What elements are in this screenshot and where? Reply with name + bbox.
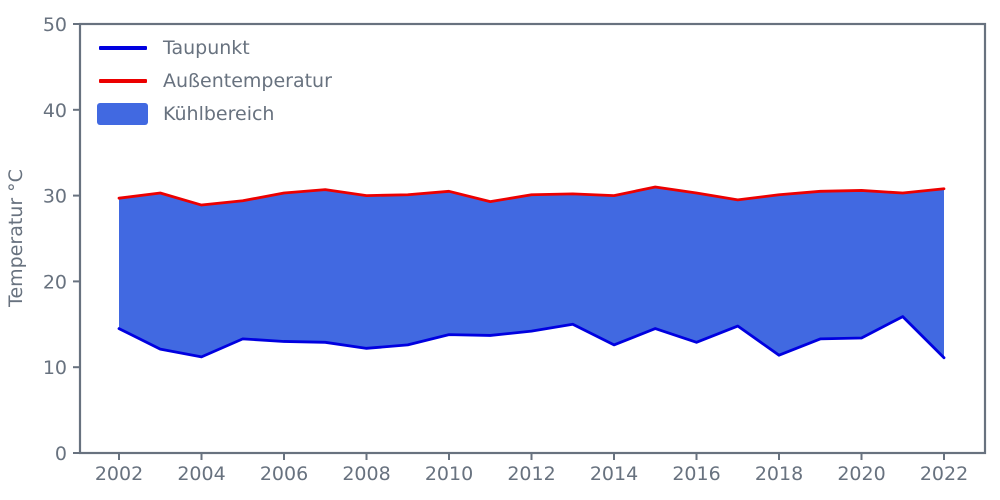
taupunkt-line	[117, 315, 946, 360]
außentemperatur-line	[117, 185, 946, 207]
legend: Taupunkt Außentemperatur Kühlbereich	[97, 36, 332, 135]
x-tick-label: 2012	[507, 463, 555, 485]
x-tick-label: 2010	[425, 463, 473, 485]
cooling-area-layer	[119, 187, 944, 358]
x-tick-label: 2004	[177, 463, 225, 485]
legend-item-aussentemperatur: Außentemperatur	[97, 69, 332, 92]
legend-label: Taupunkt	[163, 36, 250, 59]
kuehlbereich-patch-swatch-icon	[97, 102, 148, 125]
x-tick-label: 2018	[755, 463, 803, 485]
y-tick-label: 40	[43, 100, 67, 122]
y-tick-label: 0	[55, 443, 67, 465]
y-axis-title: Temperatur °C	[5, 169, 27, 308]
legend-item-taupunkt: Taupunkt	[97, 36, 332, 59]
y-tick-label: 10	[43, 357, 67, 379]
x-tick-label: 2014	[590, 463, 638, 485]
x-tick-label: 2008	[342, 463, 390, 485]
x-tick-label: 2022	[920, 463, 968, 485]
plot-border	[78, 22, 987, 455]
axis-tick-labels-layer: 2002 2004 2006 2008 2010 2012 2014 2016 2018 2020…	[43, 14, 968, 485]
x-tick-label: 2006	[260, 463, 308, 485]
y-tick-label: 50	[43, 14, 67, 36]
axis-ticks-layer	[73, 23, 945, 460]
legend-label: Außentemperatur	[163, 69, 332, 92]
x-tick-label: 2016	[672, 463, 720, 485]
series-lines-layer	[117, 185, 946, 360]
x-tick-label: 2002	[95, 463, 143, 485]
taupunkt-line-swatch-icon	[98, 45, 147, 50]
aussentemperatur-line-swatch-icon	[98, 78, 147, 83]
y-tick-label: 20	[43, 271, 67, 293]
cooling-area	[119, 187, 944, 358]
legend-label: Kühlbereich	[163, 102, 275, 125]
legend-item-kuehlbereich: Kühlbereich	[97, 102, 332, 125]
y-tick-label: 30	[43, 186, 67, 208]
x-tick-label: 2020	[837, 463, 885, 485]
